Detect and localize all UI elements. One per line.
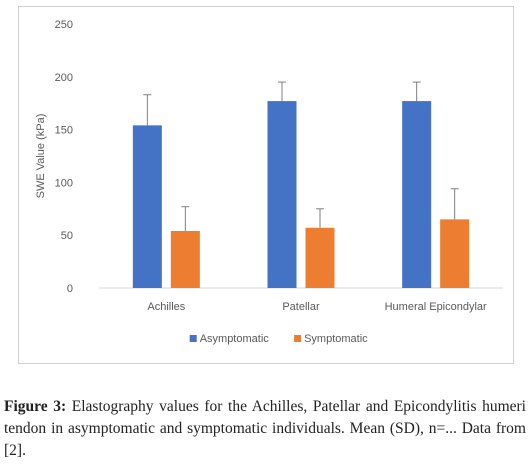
legend-swatch — [294, 335, 302, 342]
bar-symptomatic — [170, 230, 200, 288]
legend-swatch — [189, 335, 197, 342]
caption-text: Elastography values for the Achilles, Pa… — [4, 398, 526, 459]
bar-asymptomatic — [132, 125, 162, 288]
y-tick-label: 0 — [67, 283, 73, 295]
y-tick-label: 200 — [55, 72, 73, 84]
legend-label: Asymptomatic — [200, 333, 270, 345]
bar-symptomatic — [440, 219, 470, 288]
chart-frame: SWE Value (kPa) 0 50 100 150 200 250 Achilles Pa… — [18, 6, 514, 364]
y-tick-label: 250 — [55, 19, 73, 31]
figure-caption: Figure 3: Elastography values for the Ac… — [4, 396, 526, 462]
bar-chart: SWE Value (kPa) 0 50 100 150 200 250 Achilles Pa… — [35, 19, 503, 345]
y-axis-label: SWE Value (kPa) — [35, 114, 47, 199]
y-tick-label: 150 — [55, 125, 73, 137]
bar-asymptomatic — [267, 101, 297, 288]
x-tick-label: Patellar — [282, 301, 320, 313]
caption-label: Figure 3: — [4, 398, 67, 415]
y-tick-label: 100 — [55, 177, 73, 189]
legend-label: Symptomatic — [304, 333, 368, 345]
x-tick-label: Humeral Epicondylar — [385, 301, 487, 313]
y-tick-label: 50 — [61, 230, 73, 242]
bar-symptomatic — [305, 227, 335, 288]
bar-asymptomatic — [402, 101, 432, 288]
x-tick-label: Achilles — [147, 301, 185, 313]
